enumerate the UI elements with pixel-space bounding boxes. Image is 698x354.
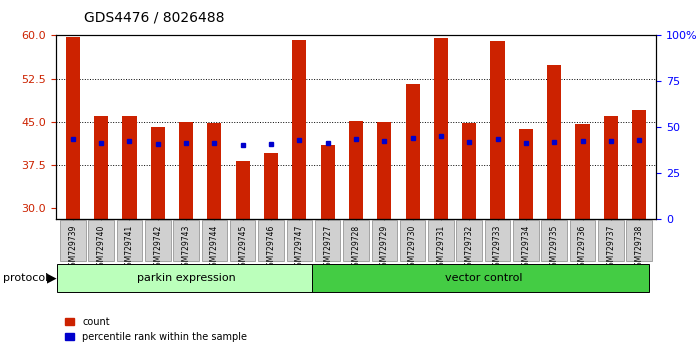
Bar (179, 122, 193, 219)
FancyBboxPatch shape (202, 220, 227, 261)
Bar (377, 122, 392, 219)
FancyBboxPatch shape (626, 220, 652, 261)
FancyBboxPatch shape (60, 220, 86, 261)
Bar (632, 110, 646, 219)
Text: GSM729746: GSM729746 (267, 224, 276, 271)
Text: vector control: vector control (445, 273, 522, 283)
Bar (349, 120, 363, 219)
Text: GSM729741: GSM729741 (125, 224, 134, 271)
Text: GSM729732: GSM729732 (465, 224, 474, 271)
FancyBboxPatch shape (400, 220, 425, 261)
Text: GSM729736: GSM729736 (578, 224, 587, 271)
FancyBboxPatch shape (315, 220, 341, 261)
Text: GDS4476 / 8026488: GDS4476 / 8026488 (84, 11, 224, 25)
Bar (151, 127, 165, 219)
FancyBboxPatch shape (145, 220, 170, 261)
Bar (94, 116, 108, 219)
Text: GSM729739: GSM729739 (68, 224, 77, 271)
Text: GSM729740: GSM729740 (96, 224, 105, 271)
FancyBboxPatch shape (287, 220, 312, 261)
Bar (575, 124, 590, 219)
Bar (406, 84, 419, 219)
FancyBboxPatch shape (312, 263, 649, 292)
Bar (236, 161, 250, 219)
Bar (66, 36, 80, 219)
Bar (547, 65, 561, 219)
Text: GSM729727: GSM729727 (323, 224, 332, 271)
Text: GSM729742: GSM729742 (154, 224, 162, 271)
Bar (207, 123, 221, 219)
Text: GSM729730: GSM729730 (408, 224, 417, 271)
Text: GSM729738: GSM729738 (634, 224, 644, 271)
Bar (320, 145, 335, 219)
FancyBboxPatch shape (456, 220, 482, 261)
FancyBboxPatch shape (173, 220, 199, 261)
Text: GSM729731: GSM729731 (436, 224, 445, 271)
FancyBboxPatch shape (57, 263, 312, 292)
FancyBboxPatch shape (513, 220, 539, 261)
FancyBboxPatch shape (485, 220, 510, 261)
FancyBboxPatch shape (598, 220, 623, 261)
Bar (122, 116, 137, 219)
Text: GSM729734: GSM729734 (521, 224, 530, 271)
Legend: count, percentile rank within the sample: count, percentile rank within the sample (61, 313, 251, 346)
Text: parkin expression: parkin expression (137, 273, 235, 283)
Text: GSM729735: GSM729735 (550, 224, 558, 271)
FancyBboxPatch shape (117, 220, 142, 261)
Text: GSM729728: GSM729728 (352, 224, 360, 271)
FancyBboxPatch shape (428, 220, 454, 261)
FancyBboxPatch shape (258, 220, 284, 261)
Bar (264, 153, 278, 219)
FancyBboxPatch shape (542, 220, 567, 261)
Text: GSM729743: GSM729743 (181, 224, 191, 271)
FancyBboxPatch shape (230, 220, 255, 261)
Text: protocol: protocol (3, 273, 49, 283)
Text: GSM729729: GSM729729 (380, 224, 389, 271)
Text: GSM729745: GSM729745 (238, 224, 247, 271)
Bar (604, 116, 618, 219)
Text: GSM729737: GSM729737 (607, 224, 616, 271)
Bar (434, 38, 448, 219)
Text: ▶: ▶ (47, 272, 57, 284)
Bar (519, 129, 533, 219)
Bar (491, 41, 505, 219)
Bar (462, 124, 476, 219)
FancyBboxPatch shape (371, 220, 397, 261)
Text: GSM729733: GSM729733 (493, 224, 502, 271)
Bar (292, 40, 306, 219)
FancyBboxPatch shape (343, 220, 369, 261)
Text: GSM729747: GSM729747 (295, 224, 304, 271)
Text: GSM729744: GSM729744 (210, 224, 219, 271)
FancyBboxPatch shape (570, 220, 595, 261)
FancyBboxPatch shape (89, 220, 114, 261)
